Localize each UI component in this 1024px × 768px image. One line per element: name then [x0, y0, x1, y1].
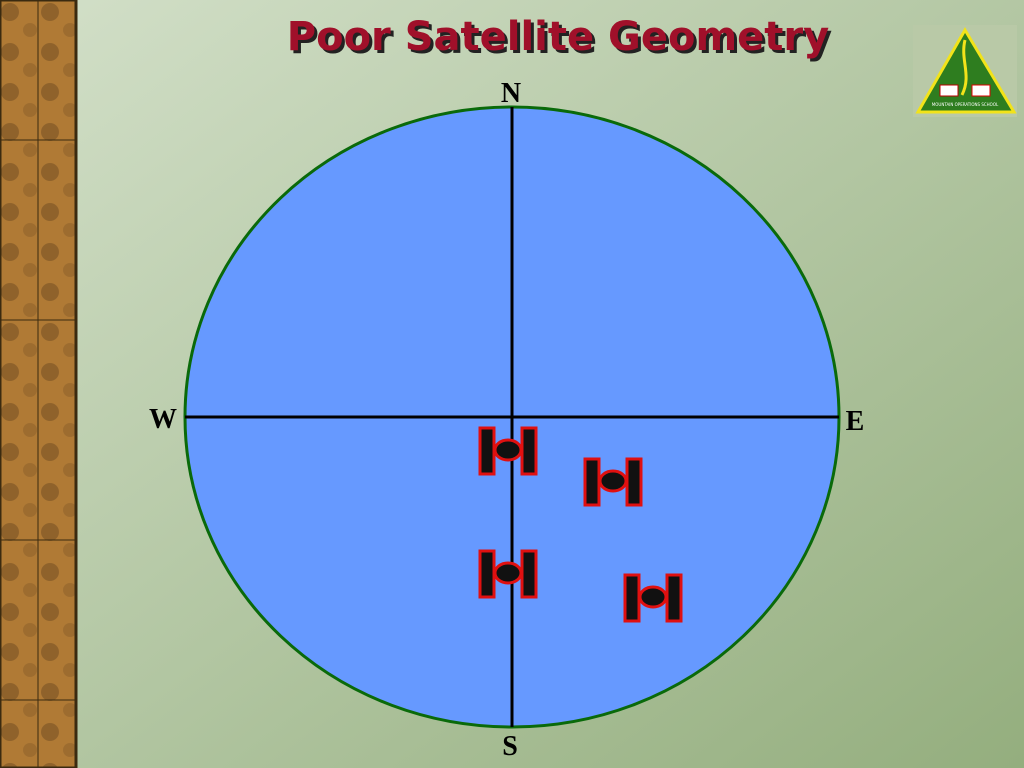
logo-text: MOUNTAIN OPERATIONS SCHOOL: [932, 102, 999, 107]
east-label: E: [846, 406, 865, 437]
south-label: S: [502, 731, 518, 762]
north-label: N: [501, 78, 521, 109]
title: Poor Satellite Geometry: [287, 14, 829, 60]
map-grid: [0, 0, 76, 768]
west-label: W: [149, 404, 177, 435]
title-shadow: Poor Satellite Geometry: [290, 17, 832, 63]
logo: MOUNTAIN OPERATIONS SCHOOL: [913, 25, 1017, 117]
